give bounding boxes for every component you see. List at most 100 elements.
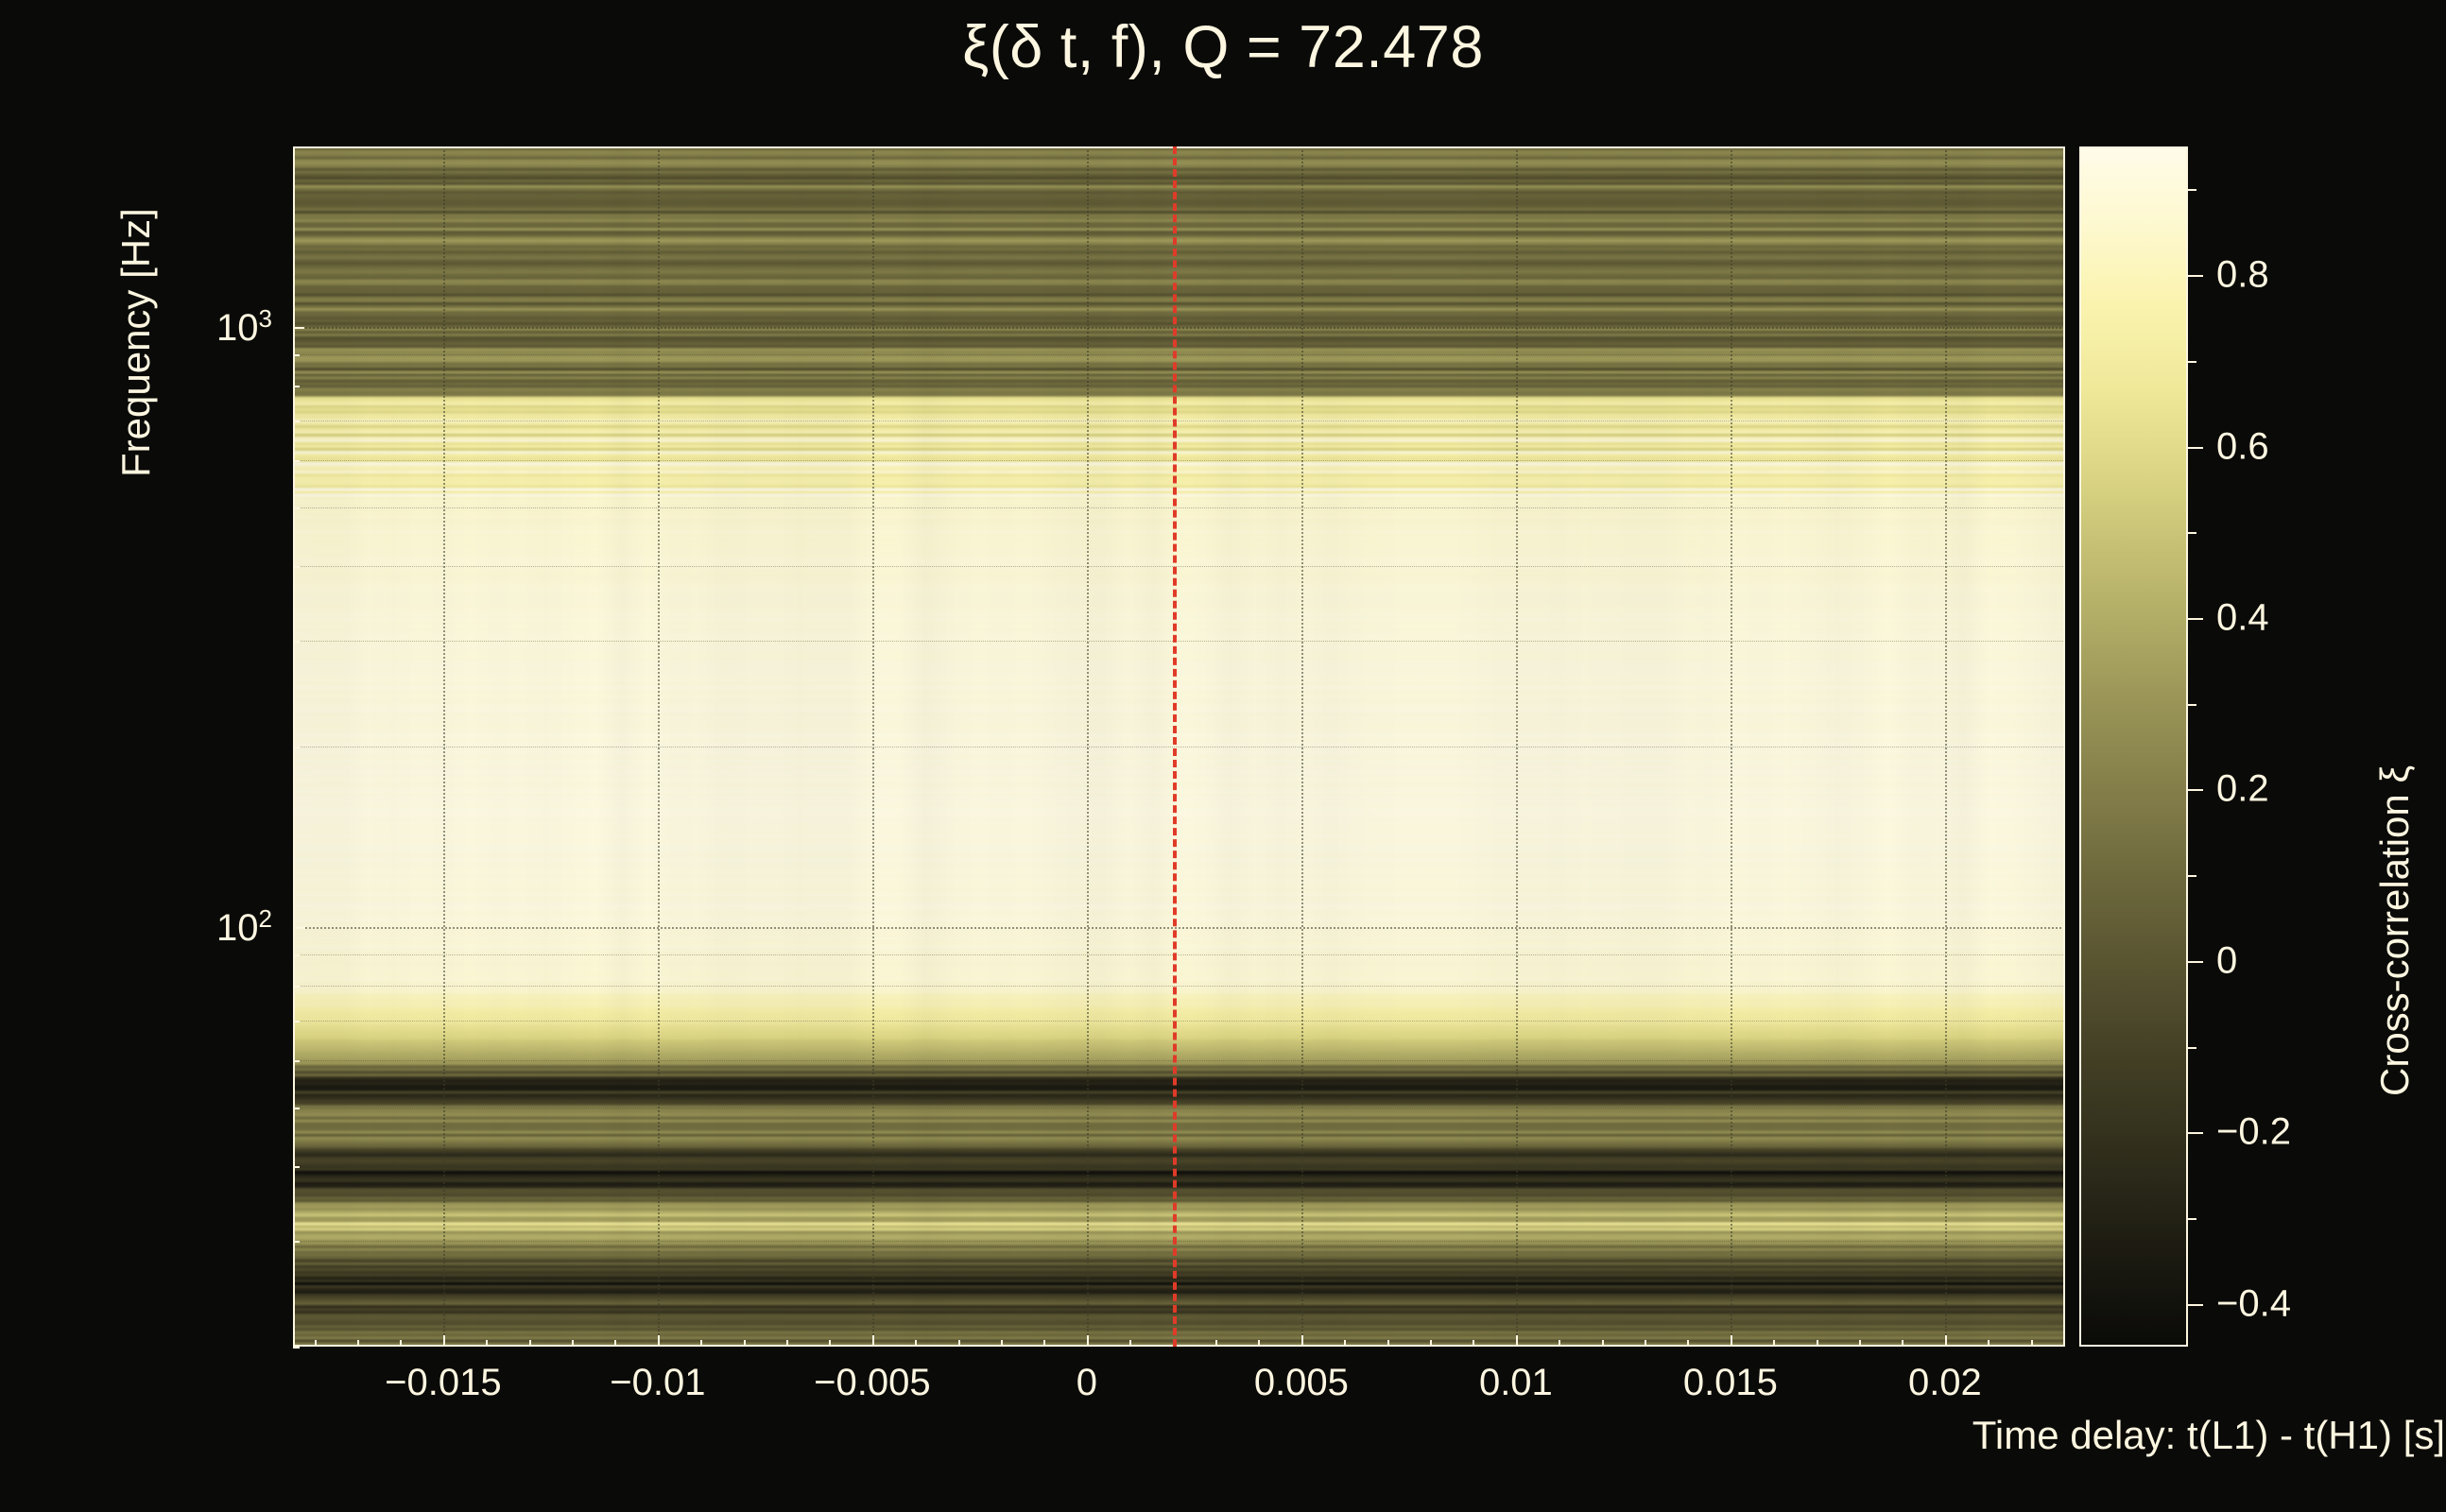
colorbar-tick-mark xyxy=(2188,446,2203,449)
y-axis-label: Frequency [Hz] xyxy=(113,208,158,477)
x-tick-minor xyxy=(1816,1340,1818,1347)
x-tick-minor xyxy=(1001,1340,1004,1347)
colorbar-tick-minor xyxy=(2188,1046,2196,1049)
y-tick-minor xyxy=(293,954,300,957)
x-tick-label: −0.015 xyxy=(385,1362,502,1403)
y-tick-minor xyxy=(293,354,300,357)
x-tick-mark xyxy=(442,1335,445,1347)
gridline-horizontal-minor xyxy=(293,985,2065,987)
y-tick-minor xyxy=(293,507,300,510)
x-tick-minor xyxy=(1129,1340,1132,1347)
y-tick-minor xyxy=(293,985,300,988)
x-tick-minor xyxy=(1559,1340,1561,1347)
gridline-vertical xyxy=(871,146,874,1347)
colorbar-tick-mark xyxy=(2188,617,2203,620)
y-tick-minor xyxy=(293,565,300,568)
x-tick-label: 0.01 xyxy=(1478,1362,1553,1403)
x-tick-minor xyxy=(314,1340,317,1347)
colorbar-tick-mark xyxy=(2188,960,2203,963)
colorbar-tick-label: 0.8 xyxy=(2216,253,2269,296)
x-tick-minor xyxy=(1687,1340,1690,1347)
x-tick-minor xyxy=(743,1340,746,1347)
colorbar-tick-label: 0.2 xyxy=(2216,767,2269,810)
y-tick-minor xyxy=(293,1020,300,1022)
gridline-vertical xyxy=(1944,146,1947,1347)
colorbar xyxy=(2079,146,2188,1347)
x-tick-minor xyxy=(614,1340,617,1347)
y-tick-minor xyxy=(293,1347,300,1349)
x-tick-minor xyxy=(2030,1340,2033,1347)
colorbar-tick-label: 0.6 xyxy=(2216,425,2269,467)
colorbar-label: Cross-correlation ξ xyxy=(2372,765,2417,1096)
gridline-horizontal-major xyxy=(293,927,2065,930)
heatmap-row-noise xyxy=(293,146,2065,1347)
x-tick-label: 0 xyxy=(1076,1362,1098,1403)
x-tick-minor xyxy=(1043,1340,1046,1347)
x-tick-minor xyxy=(829,1340,832,1347)
colorbar-tick-minor xyxy=(2188,703,2196,706)
gridline-horizontal-minor xyxy=(293,1165,2065,1167)
figure-title: ξ(δ t, f), Q = 72.478 xyxy=(962,14,1484,80)
gridline-horizontal-minor xyxy=(293,1020,2065,1022)
y-tick-minor xyxy=(293,385,300,387)
x-tick-label: −0.01 xyxy=(610,1362,706,1403)
y-tick-minor xyxy=(293,1165,300,1168)
gridline-horizontal-major xyxy=(293,327,2065,330)
y-tick-minor xyxy=(293,1108,300,1110)
x-axis-label: Time delay: t(L1) - t(H1) [s] xyxy=(1972,1413,2445,1457)
colorbar-tick-label: −0.2 xyxy=(2216,1110,2291,1153)
colorbar-tick-mark xyxy=(2188,789,2203,792)
x-tick-label: 0.015 xyxy=(1682,1362,1778,1403)
x-tick-minor xyxy=(1601,1340,1604,1347)
gridline-vertical xyxy=(442,146,445,1347)
gridline-horizontal-minor xyxy=(293,146,2065,147)
x-tick-mark xyxy=(1730,1335,1732,1347)
x-tick-minor xyxy=(915,1340,918,1347)
x-tick-label: 0.005 xyxy=(1253,1362,1349,1403)
y-tick-mark xyxy=(293,327,304,330)
y-tick-mark xyxy=(293,927,304,930)
colorbar-tick-label: 0 xyxy=(2216,939,2238,982)
x-tick-label: −0.005 xyxy=(814,1362,931,1403)
x-tick-minor xyxy=(1215,1340,1218,1347)
x-tick-label: 0.02 xyxy=(1907,1362,1982,1403)
y-tick-minor xyxy=(293,641,300,644)
colorbar-tick-mark xyxy=(2188,1132,2203,1135)
x-tick-minor xyxy=(1645,1340,1647,1347)
x-tick-minor xyxy=(528,1340,531,1347)
gridline-vertical xyxy=(1086,146,1089,1347)
heatmap-plot-area[interactable] xyxy=(293,146,2065,1347)
colorbar-tick-minor xyxy=(2188,875,2196,878)
gridline-vertical xyxy=(1301,146,1303,1347)
x-tick-minor xyxy=(1430,1340,1433,1347)
x-tick-minor xyxy=(957,1340,960,1347)
light-travel-time-marker xyxy=(1172,146,1177,1347)
gridline-horizontal-minor xyxy=(293,385,2065,387)
y-tick-minor xyxy=(293,146,300,148)
colorbar-tick-label: 0.4 xyxy=(2216,596,2269,639)
x-tick-mark xyxy=(1515,1335,1518,1347)
colorbar-tick-minor xyxy=(2188,360,2196,363)
x-tick-mark xyxy=(1086,1335,1089,1347)
heatmap-image xyxy=(293,146,2065,1347)
gridline-horizontal-minor xyxy=(293,354,2065,356)
x-tick-minor xyxy=(700,1340,703,1347)
x-tick-minor xyxy=(1473,1340,1475,1347)
x-tick-minor xyxy=(1902,1340,1904,1347)
colorbar-tick-minor xyxy=(2188,189,2196,192)
x-tick-minor xyxy=(486,1340,489,1347)
x-tick-minor xyxy=(400,1340,403,1347)
x-tick-minor xyxy=(572,1340,575,1347)
y-tick-minor xyxy=(293,1060,300,1063)
gridline-horizontal-minor xyxy=(293,460,2065,462)
x-tick-mark xyxy=(1301,1335,1303,1347)
y-tick-minor xyxy=(293,460,300,463)
y-tick-label: 103 xyxy=(216,303,272,350)
y-tick-minor xyxy=(293,1241,300,1244)
colorbar-tick-mark xyxy=(2188,1303,2203,1306)
gridline-horizontal-minor xyxy=(293,1241,2065,1243)
gridline-horizontal-minor xyxy=(293,954,2065,956)
heatmap-column-noise xyxy=(293,146,2065,1347)
x-tick-minor xyxy=(1773,1340,1776,1347)
